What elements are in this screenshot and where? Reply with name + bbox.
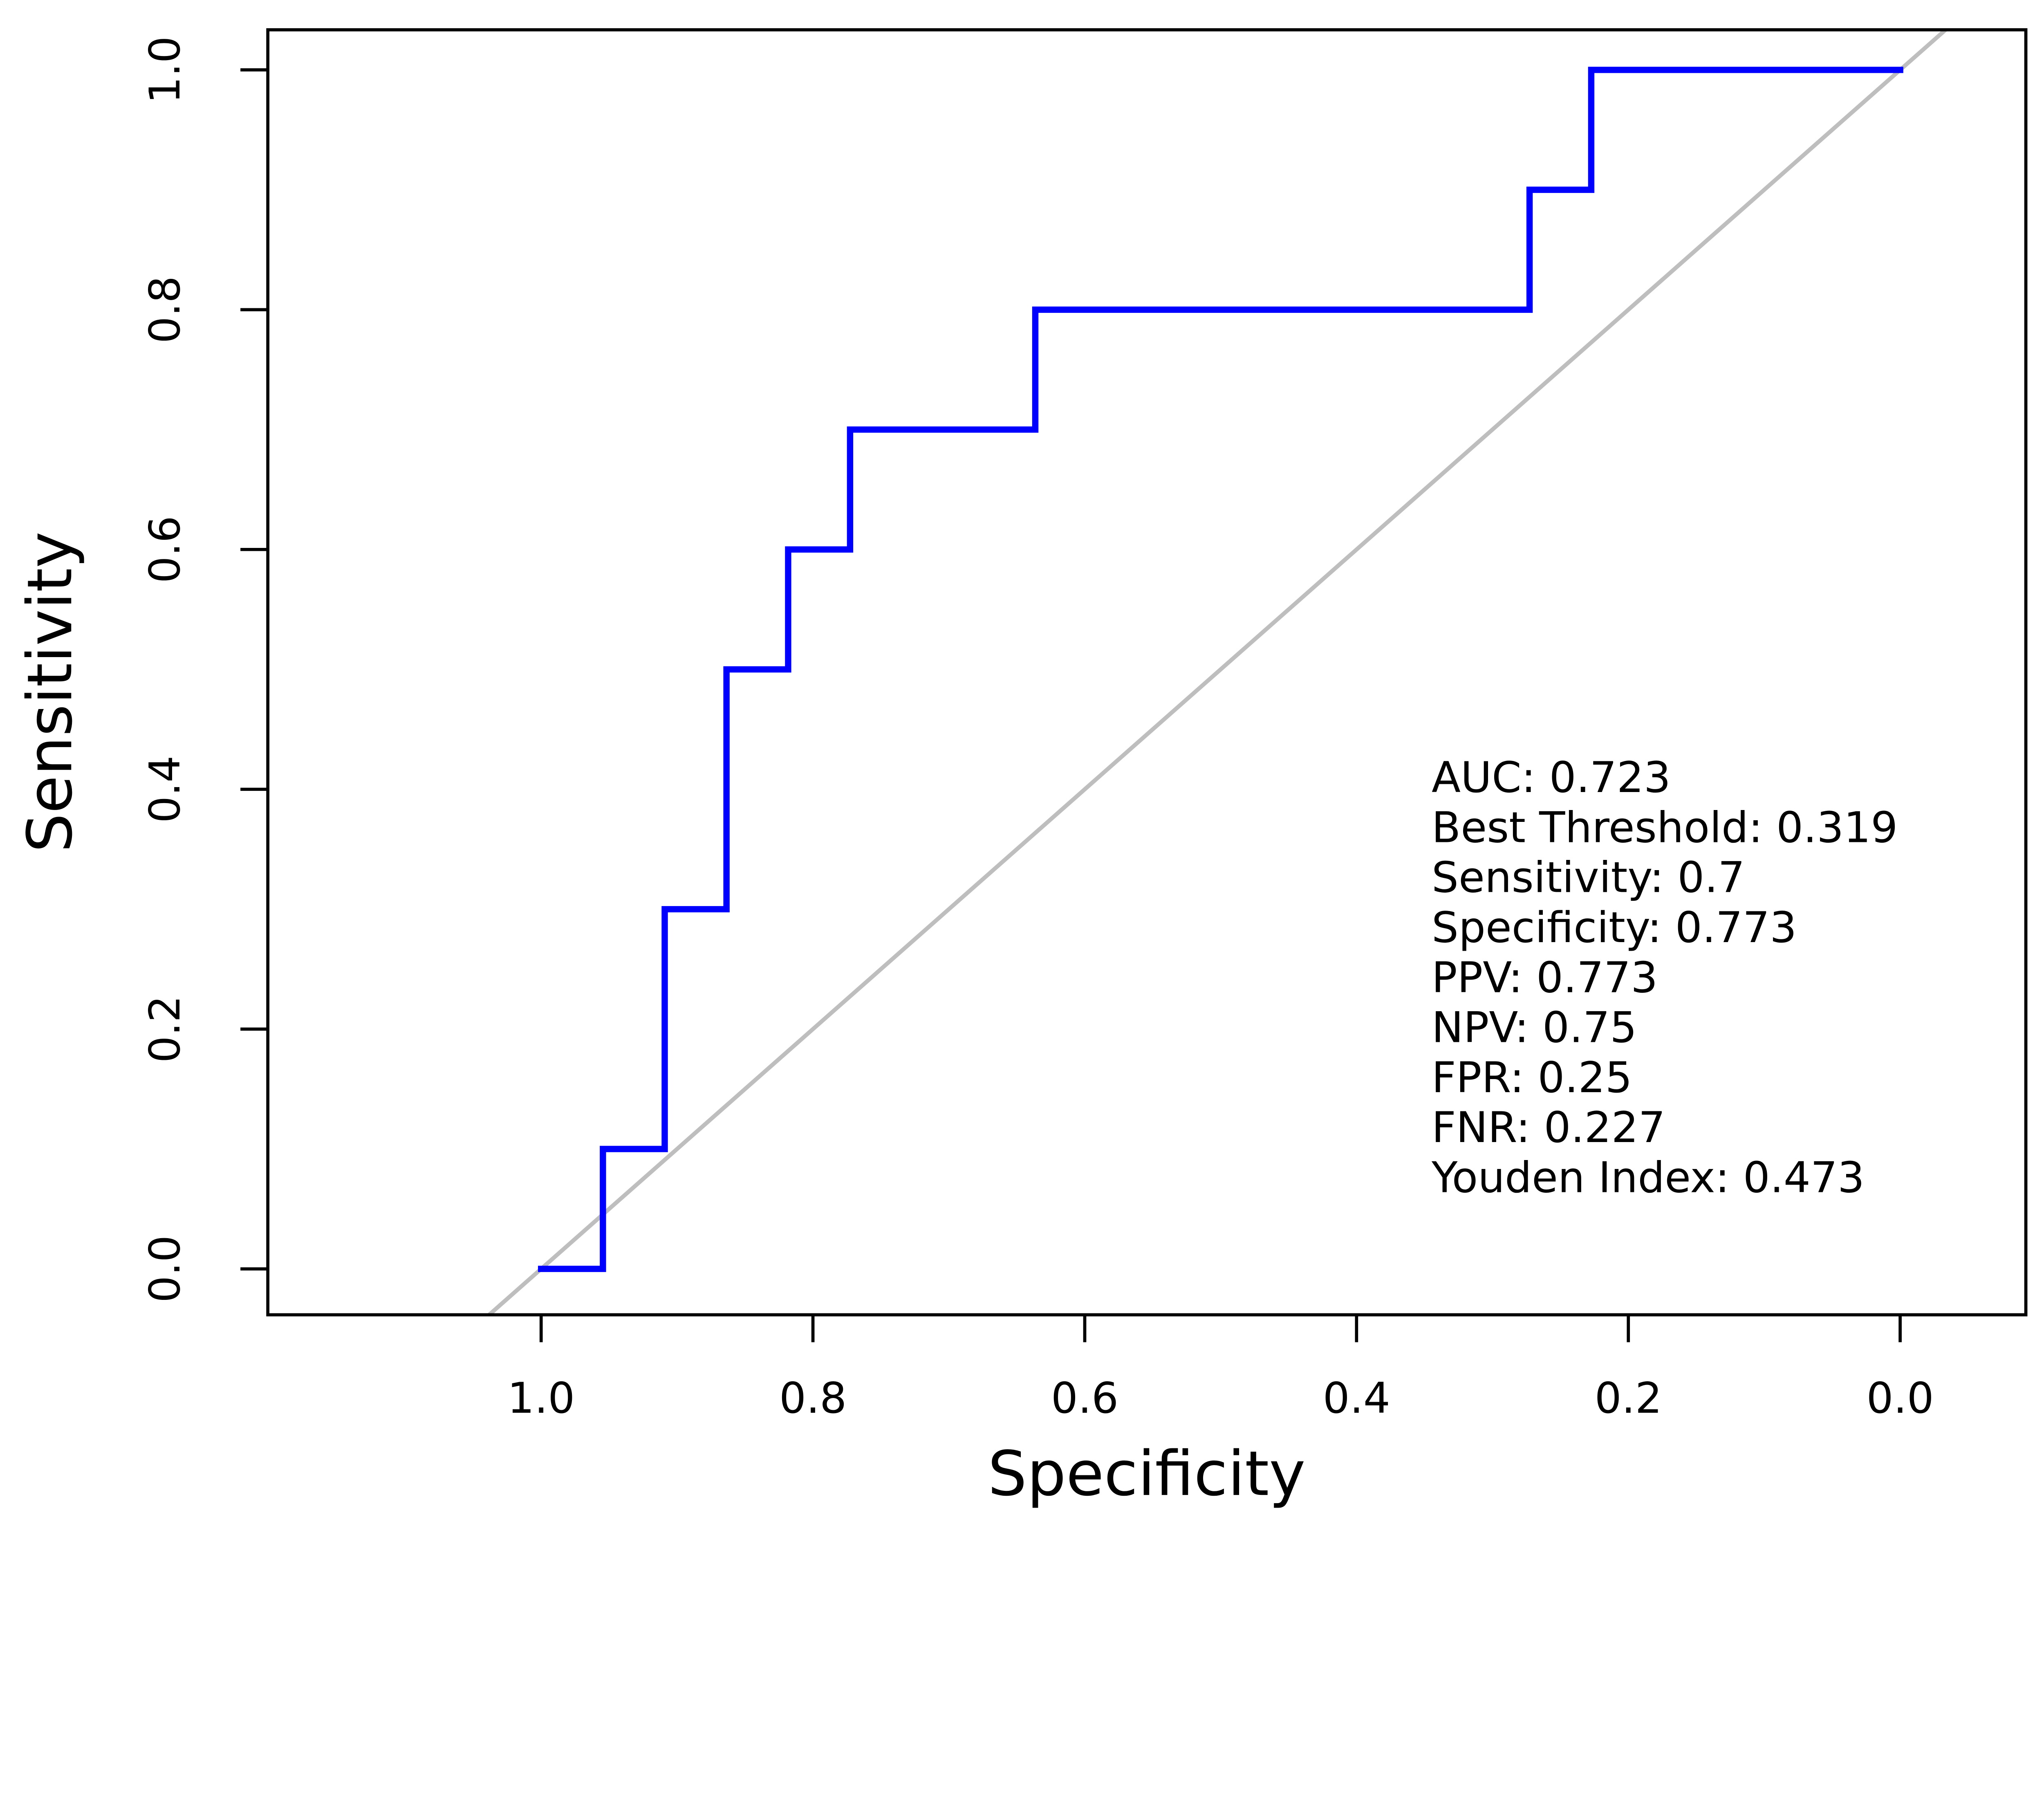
roc-curve-figure: 1.0 0.8 0.6 0.4 0.2 0.0 0.0 0.2 0.4 0.6 0.8 1.0 AU… (14, 28, 2028, 1510)
x-axis-tick-label: 1.0 (507, 1374, 575, 1423)
stat-line-npv: NPV: 0.75 (1432, 1003, 1637, 1053)
roc-curve-layer (538, 67, 1903, 1272)
stat-line-youden-index: Youden Index: 0.473 (1431, 1153, 1865, 1203)
reference-line-layer (488, 28, 1947, 1317)
stat-line-best-threshold: Best Threshold: 0.319 (1432, 803, 1898, 852)
x-axis-tick-label: 0.8 (779, 1374, 847, 1423)
x-axis-tick-label: 0.4 (1323, 1374, 1390, 1423)
y-axis-tick-label: 1.0 (141, 36, 190, 103)
stat-line-fnr: FNR: 0.227 (1432, 1103, 1665, 1152)
roc-chart-canvas: 1.0 0.8 0.6 0.4 0.2 0.0 0.0 0.2 0.4 0.6 0.8 1.0 AU… (14, 28, 2028, 1510)
y-axis-tick-label: 0.0 (141, 1235, 190, 1303)
x-axis-layer: 1.0 0.8 0.6 0.4 0.2 0.0 (507, 1315, 1934, 1423)
x-axis-tick-label: 0.6 (1051, 1374, 1118, 1423)
plot-box (266, 28, 2028, 1317)
stat-line-fpr: FPR: 0.25 (1432, 1053, 1632, 1102)
x-axis-tick-label: 0.0 (1867, 1374, 1934, 1423)
y-axis-title: Sensitivity (14, 532, 86, 853)
roc-curve-path (538, 67, 1903, 1272)
y-axis-tick-label: 0.2 (141, 995, 190, 1063)
stat-line-ppv: PPV: 0.773 (1432, 953, 1658, 1002)
stat-line-specificity: Specificity: 0.773 (1432, 903, 1797, 952)
y-axis-tick-label: 0.8 (141, 276, 190, 343)
x-axis-title: Specificity (988, 1438, 1305, 1510)
plot-box-layer (266, 28, 2028, 1317)
y-axis-tick-label: 0.4 (141, 756, 190, 823)
y-axis-tick-label: 0.6 (141, 516, 190, 583)
x-axis-tick-label: 0.2 (1595, 1374, 1662, 1423)
stat-line-auc: AUC: 0.723 (1432, 753, 1671, 802)
stat-line-sensitivity: Sensitivity: 0.7 (1432, 853, 1745, 902)
chance-diagonal-line (488, 28, 1947, 1317)
y-axis-layer: 0.0 0.2 0.4 0.6 0.8 1.0 (141, 36, 268, 1303)
